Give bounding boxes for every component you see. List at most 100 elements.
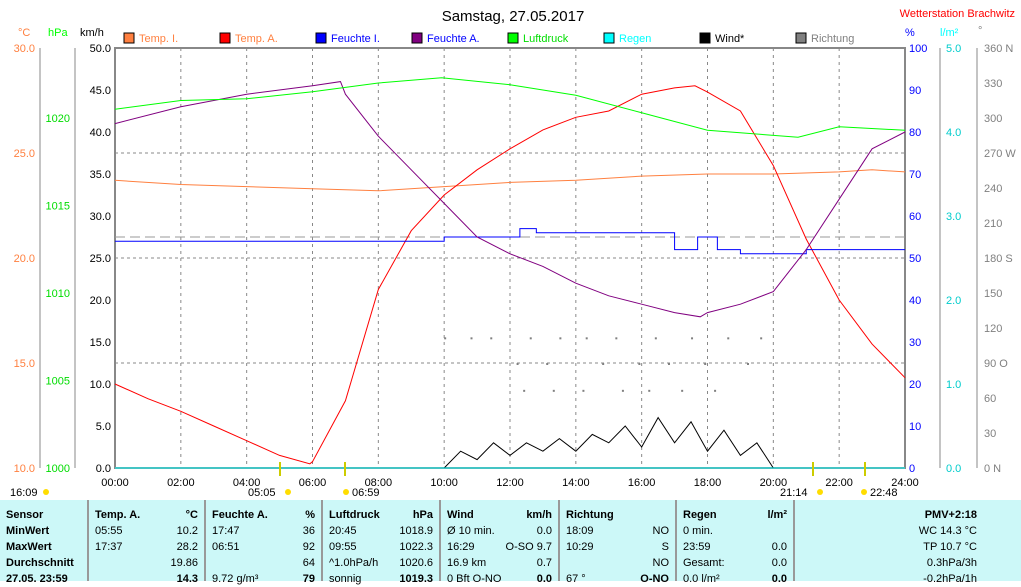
x-tick-label: 04:00: [233, 477, 261, 489]
series-richtung-point: [552, 389, 555, 392]
rain-tick-label: 5.0: [946, 43, 961, 55]
table-row: Richtung: [566, 507, 669, 523]
cell-label: 9.72 g/m³: [212, 573, 259, 585]
legend-label: Wind*: [715, 33, 745, 45]
rain-tick-label: 4.0: [946, 127, 961, 139]
wind-tick-label: 50.0: [90, 43, 111, 55]
cell-label: TP 10.7 °C: [923, 541, 977, 553]
sunset-icon: [817, 489, 823, 495]
cell-label: Sensor: [6, 509, 44, 521]
legend-swatch: [411, 32, 423, 44]
cell-value: 14.3: [176, 573, 198, 585]
pressure-tick-label: 1015: [46, 201, 70, 213]
series-richtung-point: [602, 363, 605, 365]
table-row: Temp. A. °C: [95, 507, 198, 523]
cell-label: 06:51: [212, 541, 240, 553]
cell-value: 1020.6: [399, 557, 433, 569]
humidity-tick-label: 90: [909, 85, 921, 97]
cell-value: 92: [302, 541, 315, 553]
legend-swatch: [123, 32, 135, 44]
table-column: PMV+2:18 WC 14.3 °C TP 10.7 °C 0.3hPa/3h -0.…: [795, 500, 1021, 585]
cell-label: 27.05. 23:59: [6, 573, 68, 585]
x-tick-label: 06:00: [299, 477, 327, 489]
pressure-tick-label: 1020: [46, 113, 70, 125]
cell-value: S: [661, 541, 669, 553]
table-row: 17:47 36: [212, 523, 315, 539]
series-richtung-point: [559, 337, 562, 340]
series-richtung-point: [585, 337, 588, 340]
series-richtung-point: [615, 337, 618, 340]
humidity-tick-label: 0: [909, 463, 915, 475]
table-row: Wind km/h: [447, 507, 552, 523]
cell-value: 0.0: [771, 541, 787, 553]
table-column: Sensor MinWert MaxWert Durchschnitt 27.05. 2…: [0, 500, 89, 585]
cell-label: 09:55: [329, 541, 357, 553]
legend-swatch: [603, 32, 615, 44]
wind-tick-label: 15.0: [90, 337, 111, 349]
table-row: Sensor: [6, 507, 81, 523]
table-column: Luftdruck hPa 20:45 1018.9 09:55 1022.3 ^1.0hP…: [323, 500, 441, 585]
direction-tick-label: 360 N: [984, 43, 1013, 55]
cell-value: 0.0: [771, 573, 787, 585]
legend-label: Feuchte A.: [427, 33, 480, 45]
table-row: 0 min.: [683, 523, 787, 539]
wind-tick-label: 30.0: [90, 211, 111, 223]
table-row: Feuchte A.%: [212, 507, 315, 523]
temp-tick-label: 15.0: [14, 358, 35, 370]
humidity-tick-label: 20: [909, 379, 921, 391]
table-row: 19.86: [95, 555, 198, 571]
sun-icon: [285, 489, 291, 495]
legend-label: Temp. A.: [235, 33, 278, 45]
table-column: Regen l/m² 0 min. 23:59 0.0 Gesamt: 0.0 0.0 l/m…: [677, 500, 795, 585]
wind-tick-label: 10.0: [90, 379, 111, 391]
table-column: Wind km/h Ø 10 min. 0.0 16:29 O-SO 9.7 16.9 km…: [441, 500, 560, 585]
humidity-tick-label: 50: [909, 253, 921, 265]
series-richtung-point: [704, 363, 707, 365]
cell-label: MaxWert: [6, 541, 52, 553]
wind-tick-label: 20.0: [90, 295, 111, 307]
cell-value: 1018.9: [399, 525, 433, 537]
series-luftdruck-line: [114, 77, 906, 138]
direction-tick-label: 180 S: [984, 253, 1013, 265]
legend-label: Feuchte I.: [331, 33, 380, 45]
pressure-tick-label: 1000: [46, 463, 70, 475]
series-richtung-point: [444, 337, 447, 340]
cell-value: 0.0: [536, 573, 552, 585]
table-row: Ø 10 min. 0.0: [447, 523, 552, 539]
direction-tick-label: 270 W: [984, 148, 1016, 160]
cell-label: ^1.0hPa/h: [329, 557, 379, 569]
cell-label: 0.3hPa/3h: [926, 557, 977, 569]
cell-label: MinWert: [6, 525, 50, 537]
series-richtung-point: [582, 389, 585, 392]
table-row: 17:37 28.2: [95, 539, 198, 555]
table-row: 06:51 92: [212, 539, 315, 555]
cell-label: PMV+2:18: [924, 509, 977, 521]
temp-tick-label: 30.0: [14, 43, 35, 55]
direction-tick-label: 30: [984, 428, 996, 440]
cell-label: 67 °: [566, 573, 586, 585]
pressure-tick-label: 1010: [46, 288, 70, 300]
series-richtung-point: [529, 337, 532, 340]
cell-value: km/h: [526, 509, 552, 521]
cell-value: °C: [185, 509, 198, 521]
cell-value: 79: [302, 573, 315, 585]
cell-label: Feuchte A.: [212, 509, 268, 521]
table-row: Regen l/m²: [683, 507, 787, 523]
series-feuchte-a-line: [114, 81, 906, 318]
cell-label: 10:29: [566, 541, 594, 553]
table-column: Feuchte A.% 17:47 36 06:51 92 64 9.72 g/m³ 79: [206, 500, 323, 585]
series-wind-line: [115, 416, 905, 469]
series-richtung-point: [747, 363, 749, 365]
unit-wind: km/h: [80, 27, 104, 39]
series-temp-a-line: [114, 85, 906, 465]
series-richtung-point: [546, 363, 549, 365]
moonset-icon: [861, 489, 867, 495]
cell-label: 17:47: [212, 525, 240, 537]
table-row: 09:55 1022.3: [329, 539, 433, 555]
weather-chart: Samstag, 27.05.2017 Wetterstation Brachw…: [10, 8, 1016, 499]
astro-time: 21:14: [780, 487, 808, 499]
rain-tick-label: 0.0: [946, 463, 961, 475]
chart-title: Samstag, 27.05.2017: [442, 8, 585, 25]
series-richtung-point: [638, 363, 641, 365]
table-row: 10:29 S: [566, 539, 669, 555]
